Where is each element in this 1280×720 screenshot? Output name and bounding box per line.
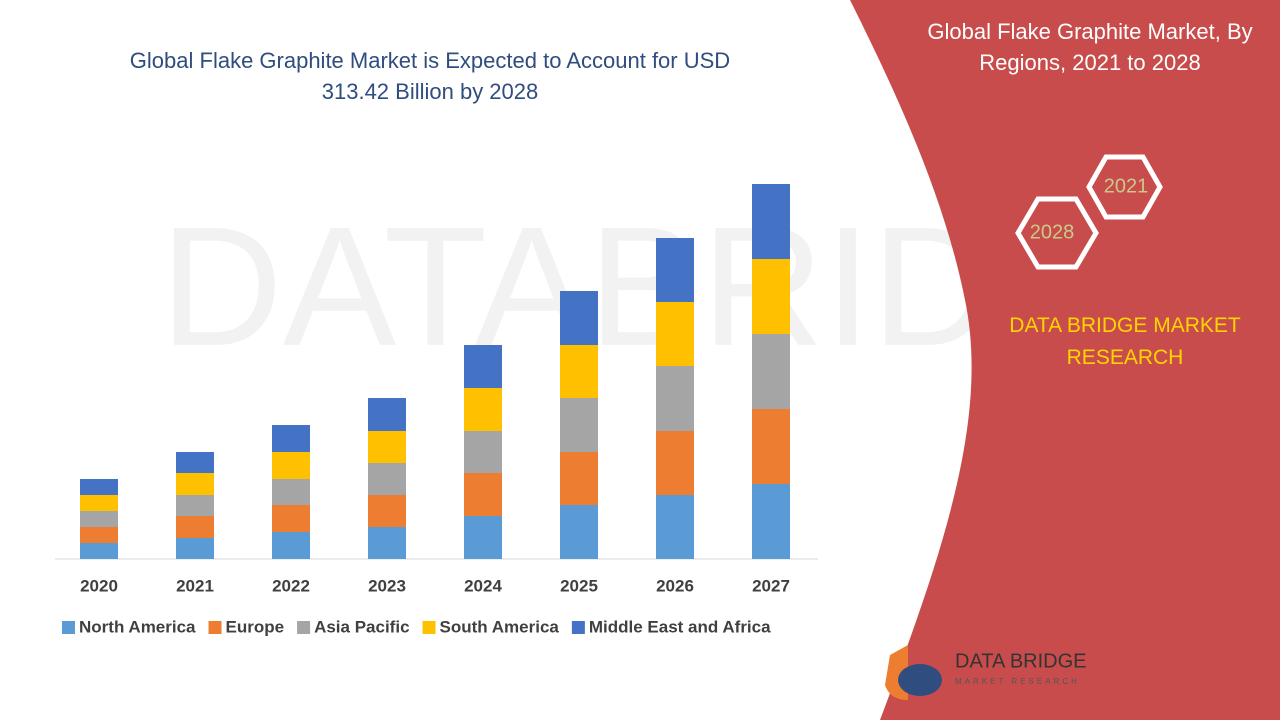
legend-label: Europe <box>226 617 285 636</box>
x-tick-label: 2024 <box>464 576 502 595</box>
bar-segment <box>464 473 502 516</box>
bar-segment <box>656 431 694 495</box>
bar-segment <box>80 495 118 511</box>
bar-segment <box>656 495 694 559</box>
bar-segment <box>560 398 598 452</box>
bar-segment <box>176 495 214 516</box>
brand: DATA BRIDGE MARKET RESEARCH <box>1009 314 1241 369</box>
bar-segment <box>464 516 502 559</box>
bar-segment <box>80 479 118 495</box>
hexagon-label: 2028 <box>1030 221 1075 243</box>
hexagon <box>1086 154 1163 220</box>
bar-segment <box>272 479 310 505</box>
bar-segment <box>272 505 310 532</box>
bar-segment <box>464 345 502 388</box>
logo-tagline: MARKET RESEARCH <box>955 677 1080 686</box>
bar-segment <box>560 291 598 345</box>
legend-label: Middle East and Africa <box>589 617 771 636</box>
bar-segment <box>176 452 214 473</box>
bar-segment <box>752 334 790 409</box>
bar-segment <box>176 473 214 495</box>
bar-segment <box>176 538 214 559</box>
x-tick-label: 2021 <box>176 576 214 595</box>
bar-segment <box>176 516 214 538</box>
panel-title: Global Flake Graphite Market, By Regions… <box>927 19 1253 75</box>
x-tick-label: 2027 <box>752 576 790 595</box>
bar-segment <box>272 425 310 452</box>
bar-segment <box>80 511 118 527</box>
bar-segment <box>272 452 310 479</box>
bar-segment <box>752 259 790 334</box>
bar-segment <box>752 484 790 559</box>
side-panel <box>850 0 1280 720</box>
bar-segment <box>752 409 790 484</box>
legend-swatch <box>297 621 311 634</box>
hexagon <box>1015 196 1099 270</box>
bar-segment <box>464 388 502 431</box>
bar-segment <box>560 452 598 505</box>
bar-segment <box>656 302 694 366</box>
chart-title: Global Flake Graphite Market is Expected… <box>129 48 731 104</box>
bar-segment <box>560 505 598 559</box>
logo-icon <box>898 664 942 696</box>
bar-segment <box>80 543 118 559</box>
legend-label: Asia Pacific <box>314 617 409 636</box>
legend-label: North America <box>79 617 196 636</box>
x-tick-label: 2020 <box>80 576 118 595</box>
bar-segment <box>752 184 790 259</box>
legend-swatch <box>62 621 75 634</box>
x-tick-label: 2026 <box>656 576 694 595</box>
bar-segment <box>368 431 406 463</box>
bar-segment <box>656 238 694 302</box>
legend-swatch <box>571 621 585 634</box>
bar-segment <box>464 431 502 473</box>
legend-swatch <box>422 621 436 634</box>
bar-segment <box>656 366 694 431</box>
legend-swatch <box>208 621 222 634</box>
bar-segment <box>80 527 118 543</box>
bar-segment <box>272 532 310 559</box>
x-tick-label: 2025 <box>560 576 598 595</box>
legend-label: South America <box>440 617 560 636</box>
bar-segment <box>368 398 406 431</box>
bar-segment <box>560 345 598 398</box>
x-tick-label: 2022 <box>272 576 310 595</box>
bar-segment <box>368 495 406 527</box>
hexagon-label: 2021 <box>1104 175 1149 197</box>
bar-segment <box>368 463 406 495</box>
logo-name: DATA BRIDGE <box>955 650 1087 672</box>
bar-segment <box>368 527 406 559</box>
x-tick-label: 2023 <box>368 576 406 595</box>
